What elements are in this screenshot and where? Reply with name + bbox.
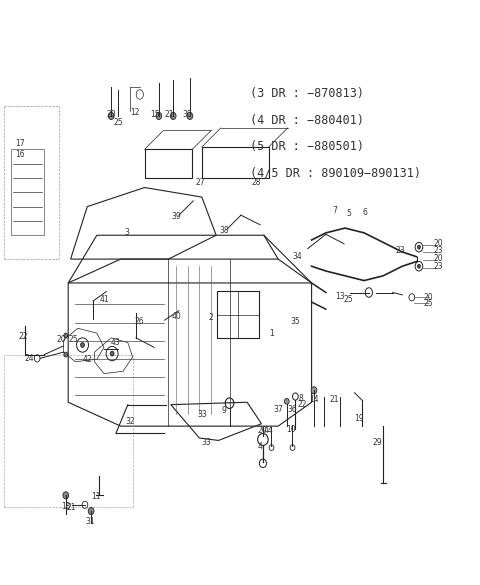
Text: 31: 31 bbox=[85, 517, 95, 526]
Text: 20: 20 bbox=[434, 239, 444, 248]
Text: 21: 21 bbox=[330, 395, 339, 404]
Text: 20: 20 bbox=[424, 292, 433, 302]
Text: 5: 5 bbox=[347, 209, 351, 218]
Text: 20: 20 bbox=[434, 254, 444, 263]
Text: 11: 11 bbox=[91, 492, 101, 501]
Text: 13: 13 bbox=[336, 292, 345, 301]
Text: 38: 38 bbox=[219, 226, 228, 235]
Ellipse shape bbox=[64, 333, 68, 338]
Text: 40: 40 bbox=[171, 312, 181, 321]
Text: 23: 23 bbox=[434, 246, 444, 255]
Text: 4: 4 bbox=[258, 442, 263, 450]
Text: 34: 34 bbox=[292, 252, 302, 261]
Text: 42: 42 bbox=[83, 355, 92, 364]
Text: 33: 33 bbox=[198, 410, 208, 419]
Bar bbox=[144, 149, 192, 178]
Text: 6: 6 bbox=[362, 208, 368, 217]
Text: 37: 37 bbox=[273, 405, 283, 414]
Text: 44: 44 bbox=[264, 426, 274, 435]
Text: 16: 16 bbox=[16, 150, 25, 159]
Text: 28: 28 bbox=[252, 178, 261, 187]
Text: 29: 29 bbox=[372, 438, 382, 448]
Text: 36: 36 bbox=[288, 405, 298, 414]
Ellipse shape bbox=[311, 387, 317, 394]
Text: 9: 9 bbox=[221, 407, 226, 415]
Text: 18: 18 bbox=[61, 502, 71, 511]
Ellipse shape bbox=[88, 508, 94, 515]
Text: 14: 14 bbox=[310, 395, 319, 404]
Text: 20: 20 bbox=[257, 426, 267, 435]
Text: 30: 30 bbox=[182, 111, 192, 119]
Text: 41: 41 bbox=[100, 295, 109, 304]
Text: 33: 33 bbox=[202, 438, 212, 448]
Ellipse shape bbox=[64, 352, 68, 357]
Ellipse shape bbox=[81, 343, 84, 347]
Text: (3 DR : −870813): (3 DR : −870813) bbox=[250, 87, 363, 100]
Text: 32: 32 bbox=[125, 417, 135, 426]
Text: 22: 22 bbox=[297, 400, 307, 409]
Text: 20: 20 bbox=[57, 335, 66, 344]
Text: 23: 23 bbox=[434, 261, 444, 271]
Text: 25: 25 bbox=[344, 295, 354, 304]
Text: 19: 19 bbox=[355, 414, 364, 424]
Text: 25: 25 bbox=[68, 335, 78, 344]
Text: 39: 39 bbox=[171, 212, 181, 221]
Ellipse shape bbox=[187, 112, 193, 119]
Bar bbox=[11, 149, 44, 235]
Ellipse shape bbox=[110, 351, 114, 356]
Text: 24: 24 bbox=[24, 354, 34, 363]
Text: 25: 25 bbox=[424, 299, 433, 308]
Ellipse shape bbox=[63, 492, 69, 499]
Text: 1: 1 bbox=[269, 329, 274, 338]
Text: 8: 8 bbox=[299, 394, 303, 404]
Text: 21: 21 bbox=[66, 503, 76, 512]
Text: 35: 35 bbox=[290, 316, 300, 326]
Ellipse shape bbox=[108, 112, 114, 119]
Text: (4 DR : −880401): (4 DR : −880401) bbox=[250, 113, 363, 126]
Text: 21: 21 bbox=[165, 111, 174, 119]
Text: 15: 15 bbox=[150, 111, 160, 119]
Ellipse shape bbox=[156, 112, 162, 119]
Text: 12: 12 bbox=[130, 108, 140, 116]
Text: 2: 2 bbox=[208, 314, 213, 322]
Text: (5 DR : −880501): (5 DR : −880501) bbox=[250, 140, 363, 153]
Ellipse shape bbox=[418, 245, 420, 249]
Bar bbox=[4, 355, 132, 507]
Ellipse shape bbox=[284, 398, 289, 404]
Text: 22: 22 bbox=[19, 332, 28, 341]
Text: 10: 10 bbox=[286, 425, 295, 435]
Text: (4/5 DR : 890109−890131): (4/5 DR : 890109−890131) bbox=[250, 166, 420, 179]
Text: 26: 26 bbox=[135, 316, 144, 326]
Bar bbox=[202, 147, 269, 178]
Text: 17: 17 bbox=[16, 139, 25, 148]
Text: 25: 25 bbox=[113, 118, 123, 126]
Bar bbox=[217, 291, 259, 338]
Text: 27: 27 bbox=[195, 178, 205, 187]
Text: 43: 43 bbox=[111, 338, 121, 347]
Text: 3: 3 bbox=[124, 228, 129, 238]
Ellipse shape bbox=[418, 264, 420, 268]
Text: 7: 7 bbox=[332, 206, 337, 215]
Text: 20: 20 bbox=[107, 111, 116, 119]
Ellipse shape bbox=[170, 112, 176, 119]
Text: 23: 23 bbox=[396, 246, 405, 255]
